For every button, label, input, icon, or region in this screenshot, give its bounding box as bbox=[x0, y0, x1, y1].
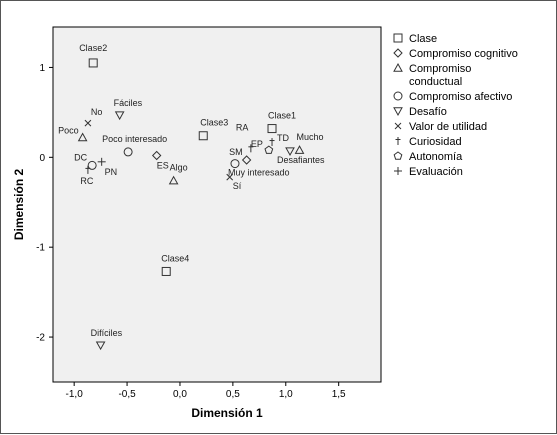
point-label: Sí bbox=[233, 181, 242, 191]
y-axis-title: Dimensión 2 bbox=[12, 169, 26, 241]
legend-entry: Valor de utilidad bbox=[409, 121, 487, 133]
marker-triangle-down bbox=[95, 341, 106, 351]
marker-triangle-up bbox=[168, 175, 179, 185]
point-label: Desafiantes bbox=[277, 155, 325, 165]
legend: Clase Compromiso cognitivo Compromiso condu… bbox=[393, 33, 518, 178]
point-label: Clase3 bbox=[200, 118, 228, 128]
point-label: Clase1 bbox=[268, 111, 296, 121]
point-label: TD bbox=[277, 133, 289, 143]
y-tick-label: -2 bbox=[36, 333, 45, 344]
marker-square bbox=[88, 58, 98, 68]
point-label: ES bbox=[157, 161, 169, 171]
point-label: SM bbox=[229, 147, 243, 157]
point-label: DC bbox=[74, 152, 87, 162]
point-label: Difíciles bbox=[91, 328, 123, 338]
legend-entry: Compromiso conductual bbox=[409, 63, 471, 88]
legend-entry: Clase bbox=[409, 33, 437, 45]
marker-diamond bbox=[151, 150, 162, 161]
legend-entry: Compromiso cognitivo bbox=[409, 48, 518, 60]
marker-x bbox=[226, 173, 234, 181]
legend-marker-plus bbox=[394, 167, 402, 175]
point-label: Poco interesado bbox=[102, 134, 167, 144]
x-tick-label: 0,0 bbox=[173, 389, 187, 400]
y-tick-label: 0 bbox=[39, 153, 45, 164]
point-label: Mucho bbox=[297, 132, 324, 142]
point-label: Fáciles bbox=[114, 98, 143, 108]
legend-entry: Compromiso afectivo bbox=[409, 91, 512, 103]
point-label: RA bbox=[236, 122, 249, 132]
legend-marker-triangle-up bbox=[393, 62, 403, 72]
marker-dagger bbox=[269, 138, 275, 147]
point-label: RC bbox=[80, 176, 93, 186]
marker-square bbox=[161, 266, 171, 276]
marker-triangle-down bbox=[114, 111, 125, 121]
marker-triangle-up bbox=[294, 145, 305, 154]
plot-area bbox=[52, 26, 382, 383]
x-tick-label: -0,5 bbox=[118, 389, 136, 400]
x-tick-label: 1,0 bbox=[279, 389, 293, 400]
point-label: EP bbox=[251, 139, 263, 149]
marker-square bbox=[198, 131, 208, 141]
marker-pentagon bbox=[264, 145, 274, 154]
point-label: Clase4 bbox=[161, 253, 189, 263]
point-label: Poco bbox=[58, 126, 79, 136]
marker-square bbox=[267, 124, 277, 134]
y-axis: 1 0 -1 -2 bbox=[36, 63, 53, 344]
marker-triangle-down bbox=[285, 147, 295, 157]
legend-entry: Autonomía bbox=[409, 151, 463, 163]
point-label: PN bbox=[105, 167, 118, 177]
point-label: No bbox=[91, 107, 103, 117]
y-tick-label: -1 bbox=[36, 243, 45, 254]
legend-marker-x bbox=[394, 122, 402, 130]
legend-marker-pentagon bbox=[393, 151, 403, 160]
marker-dagger bbox=[248, 144, 254, 153]
x-tick-label: -1,0 bbox=[66, 389, 84, 400]
marker-circle bbox=[123, 147, 133, 157]
point-label: Clase2 bbox=[79, 43, 107, 53]
marker-triangle-up bbox=[77, 132, 88, 142]
x-tick-label: 0,5 bbox=[226, 389, 240, 400]
point-label: Muy interesado bbox=[228, 168, 290, 178]
legend-marker-triangle-down bbox=[393, 107, 403, 117]
x-axis: -1,0 -0,5 0,0 0,5 1,0 1,5 bbox=[66, 382, 346, 400]
legend-marker-square bbox=[393, 33, 403, 43]
legend-entry: Desafío bbox=[409, 106, 447, 118]
x-axis-title: Dimensión 1 bbox=[191, 406, 263, 420]
legend-entry: Evaluación bbox=[409, 166, 463, 178]
marker-plus bbox=[97, 157, 106, 166]
point-label: Algo bbox=[170, 163, 188, 173]
legend-marker-circle bbox=[393, 91, 403, 101]
marker-dagger bbox=[85, 165, 91, 174]
marker-x bbox=[84, 119, 92, 127]
legend-marker-diamond bbox=[393, 48, 403, 58]
y-tick-label: 1 bbox=[39, 63, 45, 74]
legend-entry: Curiosidad bbox=[409, 136, 462, 148]
x-tick-label: 1,5 bbox=[332, 389, 346, 400]
marker-diamond bbox=[241, 155, 252, 165]
marker-circle bbox=[87, 160, 97, 170]
data-points: Clase2 Clase3 Clase1 Clase4 ES SM Poco Algo Much… bbox=[58, 43, 325, 351]
legend-marker-dagger bbox=[395, 137, 401, 145]
marker-circle bbox=[230, 159, 240, 169]
